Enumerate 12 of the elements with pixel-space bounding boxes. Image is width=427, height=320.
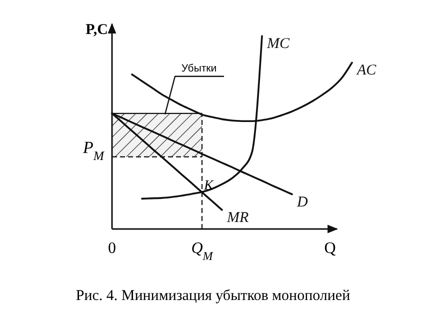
- x-axis-title: Q: [324, 240, 336, 257]
- annotation: K: [203, 178, 214, 194]
- text: Рис. 4. Минимизация убытков монополией: [76, 288, 350, 304]
- band-label: Убытки: [181, 62, 217, 74]
- ref-line-label: P$_{M}$: [82, 138, 106, 163]
- series-label: AC: [356, 62, 378, 79]
- series-label: MC: [266, 36, 290, 52]
- x-tick-label: Q$_{M}$: [191, 240, 214, 263]
- x-tick-label: 0: [108, 240, 116, 257]
- y-axis-title: P,C: [86, 22, 108, 38]
- series-label: D: [296, 194, 308, 210]
- series-label: MR: [226, 210, 249, 226]
